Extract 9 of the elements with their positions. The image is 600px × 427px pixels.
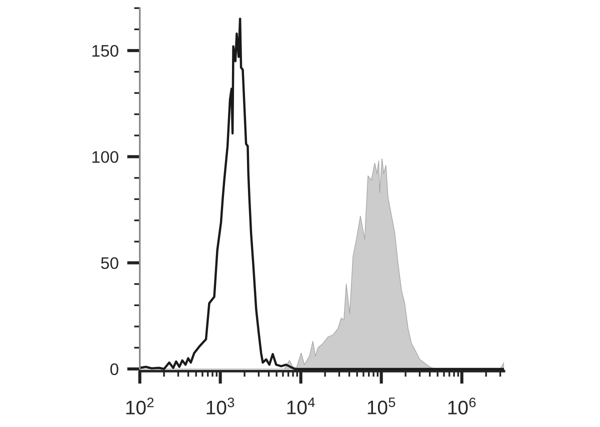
y-tick-label: 0 [110, 363, 118, 376]
x-tick-label: 10$^{6}$ [448, 398, 476, 414]
x-tick-label: 10$^{2}$ [126, 398, 154, 414]
y-tick-label: 100 [92, 151, 118, 163]
x-tick-label: 10$^{3}$ [206, 398, 234, 414]
x-tick-label: 10$^{4}$ [287, 398, 315, 414]
x-tick-label: 10$^{5}$ [368, 398, 396, 414]
y-tick-label: 150 [92, 44, 118, 57]
y-tick-label: 50 [101, 257, 118, 270]
